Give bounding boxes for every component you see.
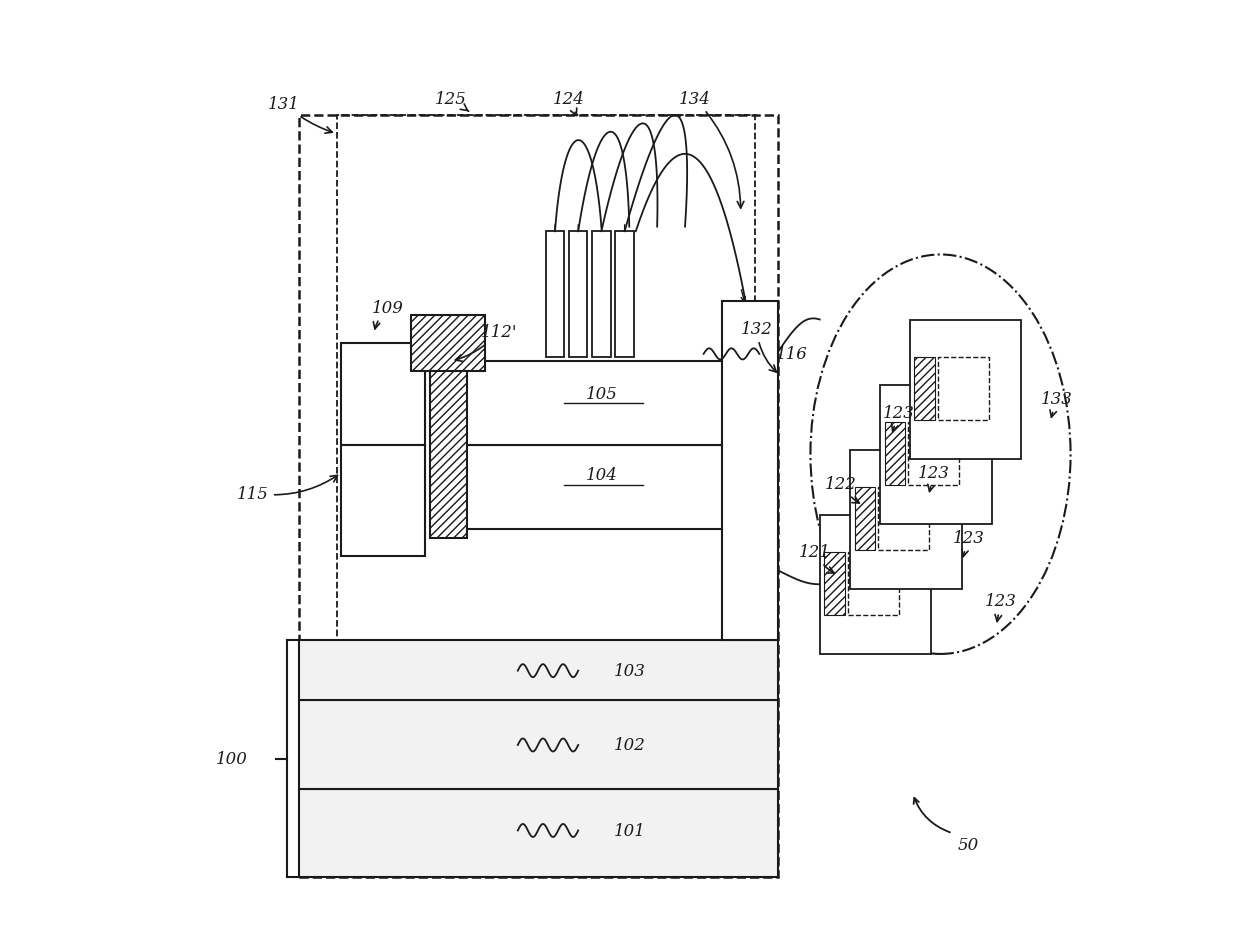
Text: 109: 109	[372, 300, 404, 329]
Text: 123: 123	[918, 465, 950, 492]
Bar	[820, 515, 931, 654]
Text: 103: 103	[614, 663, 645, 679]
Bar	[937, 357, 988, 420]
Text: 134: 134	[678, 91, 744, 209]
Bar	[914, 357, 935, 420]
Bar	[300, 789, 777, 877]
Text: 123: 123	[952, 530, 985, 557]
Bar	[463, 362, 745, 445]
Bar	[615, 232, 634, 357]
Text: 121: 121	[799, 544, 835, 574]
Text: 131: 131	[268, 97, 332, 134]
Bar	[885, 422, 905, 485]
Text: 105: 105	[585, 386, 618, 403]
Bar	[878, 487, 929, 550]
Bar	[825, 552, 844, 615]
Bar	[410, 316, 485, 371]
Bar	[341, 343, 425, 445]
Text: 112': 112'	[455, 324, 517, 362]
Bar	[856, 487, 875, 550]
Text: 132: 132	[740, 321, 776, 373]
Text: 115: 115	[237, 476, 337, 502]
Text: 101: 101	[614, 822, 645, 839]
Bar	[463, 445, 745, 529]
Text: 104: 104	[585, 467, 618, 483]
Text: 125: 125	[435, 91, 469, 112]
Bar	[429, 353, 466, 538]
Bar	[569, 232, 588, 357]
Bar	[851, 450, 962, 589]
Text: 122: 122	[825, 476, 859, 504]
Bar	[300, 701, 777, 789]
Bar	[546, 232, 564, 357]
Text: 100: 100	[216, 751, 248, 767]
Bar	[848, 552, 899, 615]
Bar	[341, 445, 425, 557]
Bar	[722, 302, 777, 640]
Text: 102: 102	[614, 737, 645, 754]
Text: 123: 123	[883, 405, 915, 432]
Bar	[880, 385, 992, 524]
Text: 116: 116	[776, 346, 807, 363]
Bar	[300, 116, 777, 877]
Text: 123: 123	[985, 593, 1017, 622]
Bar	[593, 232, 611, 357]
Text: 133: 133	[1040, 391, 1073, 418]
Bar	[300, 640, 777, 701]
Bar	[910, 320, 1022, 459]
Text: 124: 124	[553, 91, 585, 116]
Bar	[908, 422, 959, 485]
Text: 50: 50	[957, 836, 980, 853]
Bar	[336, 116, 755, 640]
